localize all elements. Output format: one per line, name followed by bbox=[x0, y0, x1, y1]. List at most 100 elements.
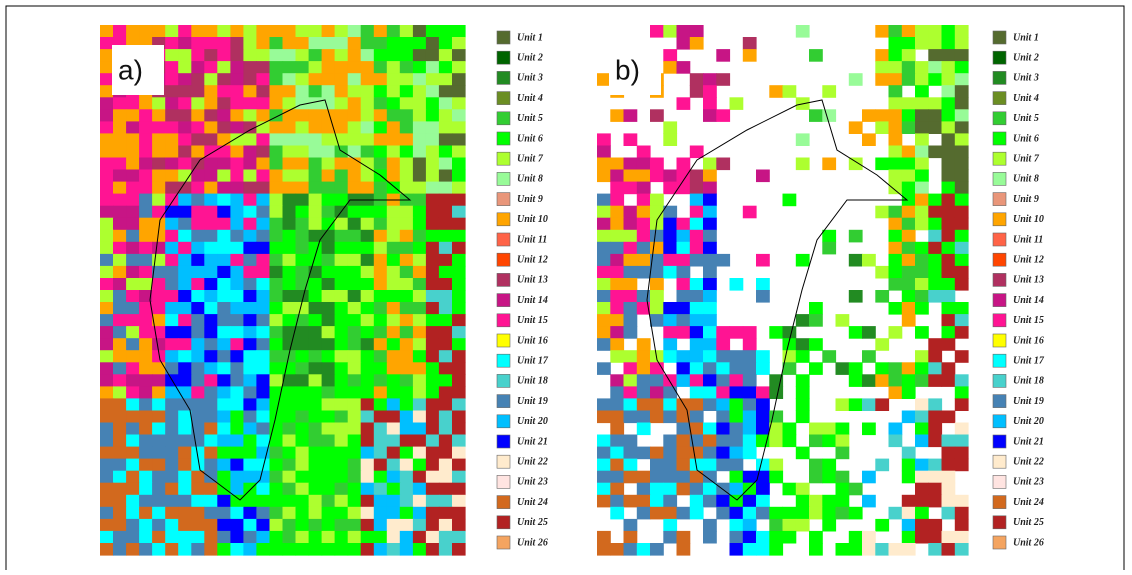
map-cell bbox=[113, 302, 127, 315]
map-cell bbox=[597, 230, 611, 243]
map-cell bbox=[650, 386, 664, 399]
map-cell bbox=[610, 194, 624, 207]
map-cell bbox=[730, 97, 744, 110]
map-cell bbox=[309, 314, 323, 327]
map-cell bbox=[217, 49, 231, 62]
map-cell bbox=[426, 194, 440, 207]
legend-swatch bbox=[993, 213, 1006, 226]
map-cell bbox=[322, 25, 336, 38]
map-cell bbox=[230, 471, 244, 484]
map-cell bbox=[374, 230, 388, 243]
map-cell bbox=[677, 25, 691, 38]
map-cell bbox=[165, 170, 179, 183]
map-cell bbox=[335, 85, 349, 98]
map-cell bbox=[955, 170, 969, 183]
map-cell bbox=[452, 218, 466, 231]
map-cell bbox=[703, 459, 717, 472]
map-cell bbox=[100, 519, 114, 532]
map-cell bbox=[178, 543, 192, 556]
map-cell bbox=[400, 326, 414, 339]
map-cell bbox=[413, 495, 427, 508]
map-cell bbox=[610, 230, 624, 243]
map-cell bbox=[650, 374, 664, 387]
map-cell bbox=[677, 350, 691, 363]
map-cell bbox=[243, 182, 257, 195]
map-cell bbox=[955, 230, 969, 243]
map-cell bbox=[426, 447, 440, 460]
map-cell bbox=[875, 25, 889, 38]
map-cell bbox=[296, 218, 310, 231]
map-cell bbox=[256, 374, 270, 387]
map-cell bbox=[309, 194, 323, 207]
map-cell bbox=[270, 146, 284, 159]
map-cell bbox=[348, 386, 362, 399]
map-cell bbox=[243, 398, 257, 411]
map-cell bbox=[126, 218, 140, 231]
map-cell bbox=[126, 266, 140, 279]
map-cell bbox=[283, 218, 297, 231]
map-cell bbox=[426, 85, 440, 98]
map-cell bbox=[610, 507, 624, 520]
map-cell bbox=[836, 507, 850, 520]
map-cell bbox=[361, 61, 375, 74]
map-cell bbox=[730, 411, 744, 424]
map-cell bbox=[296, 495, 310, 508]
map-cell bbox=[348, 85, 362, 98]
map-cell bbox=[955, 435, 969, 448]
map-cell bbox=[270, 519, 284, 532]
map-cell bbox=[783, 531, 797, 544]
map-cell bbox=[374, 338, 388, 351]
map-cell bbox=[677, 266, 691, 279]
map-cell bbox=[637, 338, 651, 351]
map-cell bbox=[426, 483, 440, 496]
map-cell bbox=[650, 290, 664, 303]
map-cell bbox=[256, 182, 270, 195]
map-cell bbox=[597, 290, 611, 303]
map-cell bbox=[256, 519, 270, 532]
map-cell bbox=[915, 531, 929, 544]
map-cell bbox=[942, 133, 956, 146]
map-cell bbox=[204, 374, 218, 387]
map-cell bbox=[413, 254, 427, 267]
map-cell bbox=[348, 326, 362, 339]
map-cell bbox=[637, 350, 651, 363]
legend-swatch bbox=[497, 132, 510, 145]
map-cell bbox=[361, 170, 375, 183]
map-cell bbox=[296, 374, 310, 387]
map-cell bbox=[862, 543, 876, 556]
map-cell bbox=[413, 507, 427, 520]
map-cell bbox=[400, 133, 414, 146]
map-cell bbox=[413, 242, 427, 255]
map-cell bbox=[413, 447, 427, 460]
map-cell bbox=[204, 411, 218, 424]
legend-swatch bbox=[993, 455, 1006, 468]
map-cell bbox=[610, 398, 624, 411]
map-cell bbox=[387, 25, 401, 38]
map-cell bbox=[387, 362, 401, 375]
map-cell bbox=[413, 170, 427, 183]
map-cell bbox=[875, 109, 889, 122]
map-cell bbox=[217, 121, 231, 134]
map-cell bbox=[637, 242, 651, 255]
map-cell bbox=[624, 314, 638, 327]
map-cell bbox=[113, 350, 127, 363]
map-cell bbox=[165, 109, 179, 122]
map-cell bbox=[690, 290, 704, 303]
map-cell bbox=[113, 507, 127, 520]
map-cell bbox=[322, 519, 336, 532]
map-cell bbox=[663, 483, 677, 496]
map-cell bbox=[452, 49, 466, 62]
map-cell bbox=[335, 483, 349, 496]
map-cell bbox=[690, 194, 704, 207]
map-cell bbox=[309, 495, 323, 508]
map-cell bbox=[374, 507, 388, 520]
map-cell bbox=[270, 121, 284, 134]
map-cell bbox=[191, 278, 205, 291]
map-cell bbox=[400, 350, 414, 363]
map-cell bbox=[309, 158, 323, 171]
map-cell bbox=[296, 254, 310, 267]
map-cell bbox=[783, 362, 797, 375]
map-cell bbox=[126, 435, 140, 448]
map-cell bbox=[743, 411, 757, 424]
map-cell bbox=[204, 158, 218, 171]
